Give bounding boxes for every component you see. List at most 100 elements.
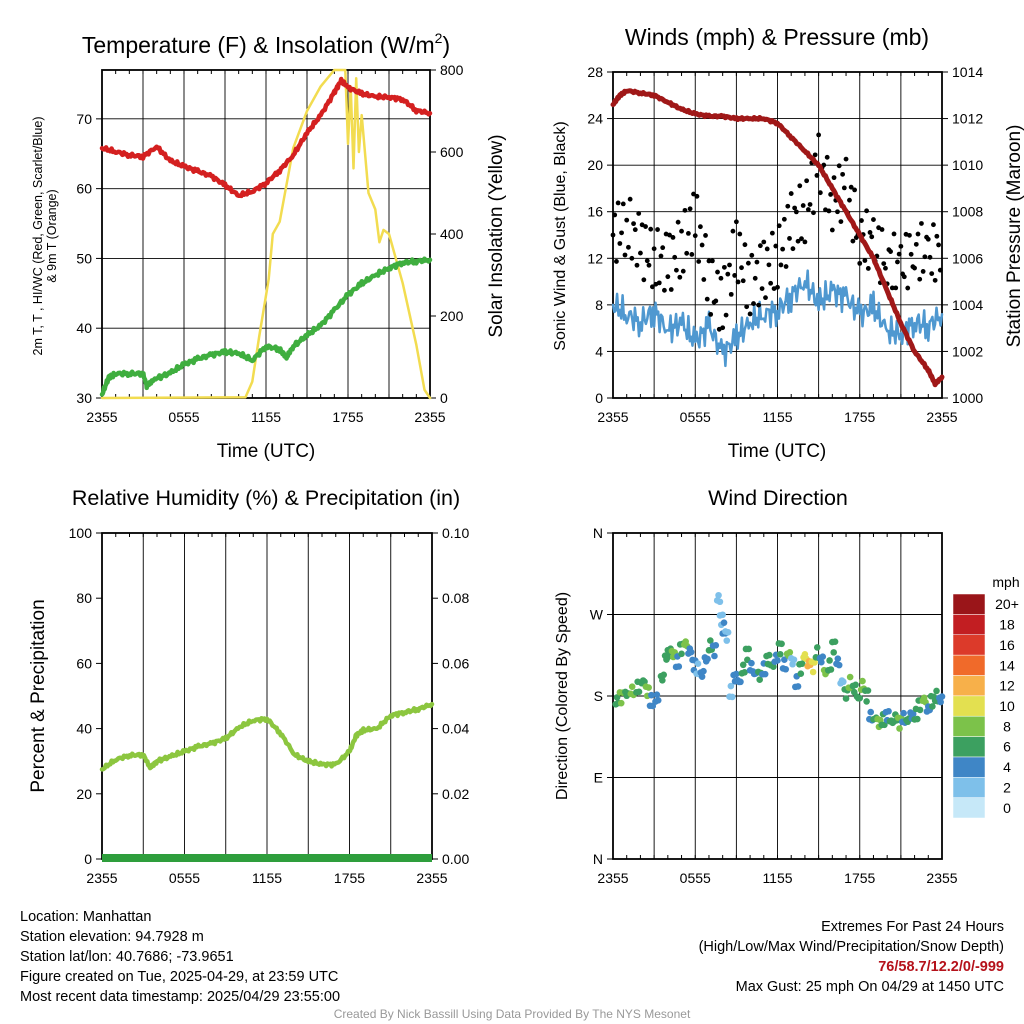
gust-point — [651, 246, 657, 252]
gust-point — [747, 311, 753, 317]
wind-ytick-label: 20 — [587, 157, 603, 173]
gust-point — [907, 232, 912, 238]
gust-point — [694, 193, 700, 199]
gust-point — [831, 175, 837, 181]
colorbar-label: 4 — [1003, 759, 1011, 775]
gust-point — [922, 254, 928, 260]
gust-point — [920, 269, 926, 274]
wind-ytick-label: 8 — [595, 297, 603, 313]
gust-point — [826, 208, 832, 214]
wind-xtick-label: 1755 — [844, 409, 875, 425]
rh-y2tick-label: 0.04 — [442, 721, 469, 737]
gust-point — [889, 285, 895, 291]
direction-point — [700, 667, 707, 675]
direction-point — [613, 694, 621, 701]
gust-point — [627, 196, 633, 202]
wind-xlabel: Time (UTC) — [728, 441, 827, 462]
gust-point — [718, 275, 724, 281]
dir-ytick-label: N — [593, 851, 603, 867]
direction-point — [739, 661, 747, 669]
wind-xtick-label: 2355 — [597, 409, 628, 425]
gust-point — [648, 226, 654, 232]
speed-colorbar: 0 2 4 6 8 10 12 14 16 18 20+ — [952, 593, 1019, 819]
gust-point — [756, 302, 762, 308]
gust-point — [901, 274, 907, 280]
gust-point — [730, 228, 736, 234]
direction-point — [813, 644, 821, 651]
colorbar-swatch — [952, 736, 986, 758]
gust-point — [836, 163, 842, 169]
gust-point — [708, 311, 714, 317]
gust-point — [691, 191, 696, 197]
temp-xtick-label: 1155 — [251, 409, 281, 425]
wind-y2tick-label: 1012 — [952, 111, 983, 127]
gust-point — [674, 267, 679, 273]
gust-point — [660, 245, 666, 251]
gust-point — [852, 187, 858, 193]
gust-point — [658, 253, 664, 259]
gust-point — [619, 230, 624, 236]
gust-point — [749, 252, 755, 258]
direction-point — [737, 678, 744, 686]
temperature-ylabel-left-1: 2m T, T , HI/WC (Red, Green, Scarlet/Blu… — [31, 117, 45, 356]
direction-point — [794, 683, 802, 690]
temp-ytick-label: 30 — [76, 390, 92, 406]
extremes-values: 76/58.7/12.2/0/-999 — [878, 959, 1004, 975]
gust-point — [721, 264, 727, 270]
dewpoint-line — [99, 256, 433, 397]
gust-point — [641, 277, 647, 283]
gust-point — [665, 274, 671, 280]
wind-y2tick-label: 1004 — [952, 297, 983, 313]
temp-y2tick-label: 800 — [440, 62, 464, 78]
gust-point — [687, 206, 693, 212]
colorbar-swatch — [952, 797, 986, 819]
wind-y2tick-label: 1002 — [952, 343, 983, 359]
gust-point — [677, 274, 683, 280]
gust-point — [824, 154, 830, 160]
gust-point — [847, 197, 852, 203]
direction-point — [835, 661, 843, 669]
gust-point — [934, 233, 940, 239]
gust-point — [865, 266, 871, 271]
gust-point — [650, 284, 655, 290]
direction-point — [842, 695, 850, 702]
gust-point — [632, 227, 638, 233]
gust-point — [848, 184, 854, 190]
gust-point — [740, 278, 746, 284]
direction-point — [724, 629, 732, 636]
wind-ytick-label: 0 — [595, 390, 603, 406]
gust-point — [697, 224, 703, 230]
gust-point — [838, 219, 844, 225]
gust-point — [800, 203, 806, 208]
temp-axes-frame — [101, 69, 431, 399]
gust-point — [696, 259, 702, 264]
gust-point — [763, 295, 768, 301]
dir-xtick-label: 0555 — [680, 870, 711, 886]
gust-point — [804, 178, 810, 184]
gust-point — [744, 304, 750, 310]
gust-point — [807, 202, 813, 207]
gust-point — [787, 236, 792, 241]
temp-y2tick-label: 400 — [440, 226, 464, 242]
dir-ytick-label: W — [590, 607, 604, 623]
gust-point — [670, 235, 676, 240]
direction-point — [716, 598, 724, 606]
wind-y2tick-label: 1014 — [952, 64, 983, 80]
direction-point — [916, 706, 924, 714]
direction-point — [826, 657, 833, 664]
rh-xtick-label: 2355 — [416, 870, 447, 886]
rh-ytick-label: 0 — [84, 851, 92, 867]
temp-y2tick-label: 600 — [440, 144, 464, 160]
direction-point — [852, 681, 859, 689]
rh-y2tick-label: 0.00 — [442, 851, 469, 867]
gust-point — [720, 325, 726, 331]
gust-point — [612, 212, 618, 218]
wind-title: Winds (mph) & Pressure (mb) — [625, 24, 929, 50]
colorbar-label: 8 — [1003, 718, 1011, 734]
direction-point — [864, 687, 872, 694]
gust-point — [915, 231, 921, 237]
gust-point — [742, 242, 748, 248]
gust-point — [728, 291, 734, 297]
direction-point — [885, 707, 892, 715]
wind-ytick-label: 16 — [587, 204, 603, 220]
